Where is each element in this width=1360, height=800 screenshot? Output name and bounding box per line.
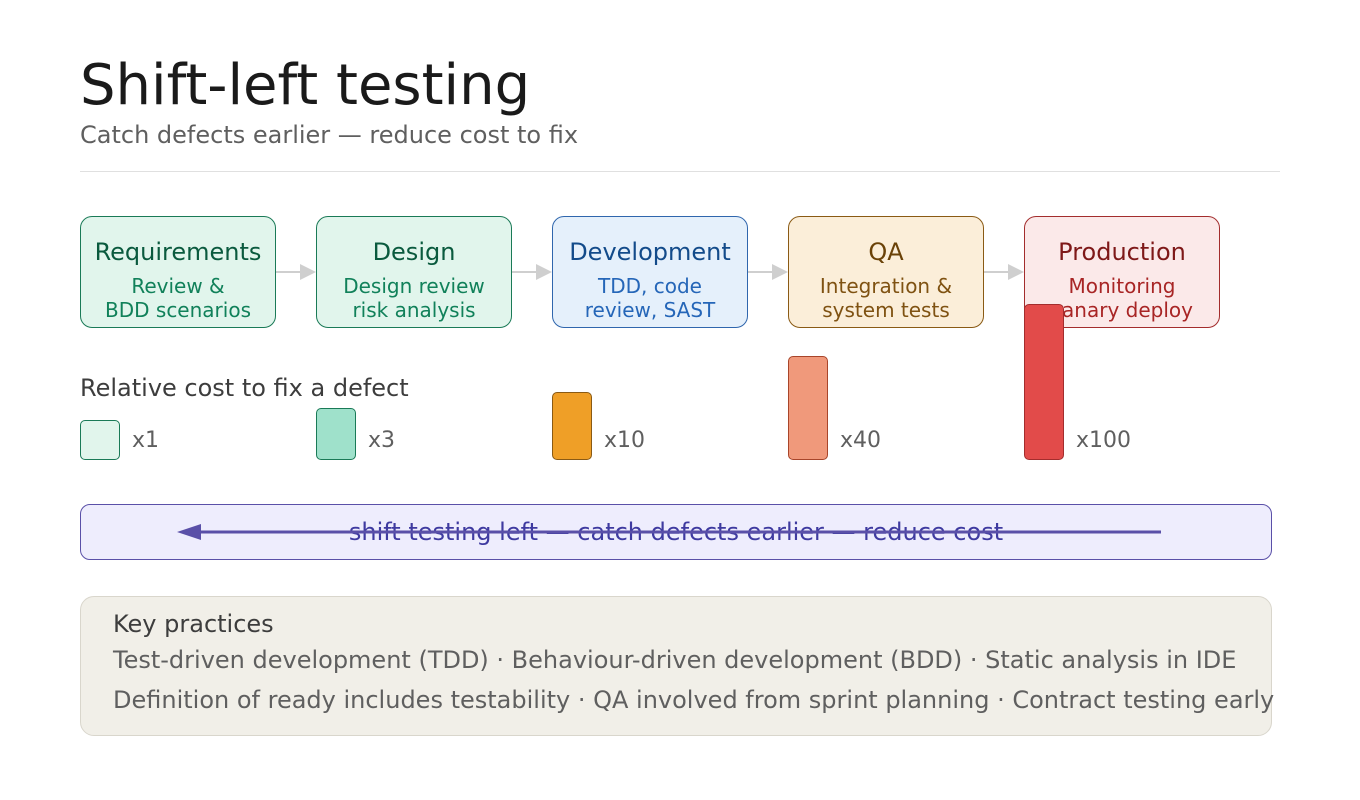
cost-bar bbox=[316, 408, 356, 460]
cost-bar bbox=[788, 356, 828, 460]
stage-description-line: TDD, code bbox=[598, 274, 702, 298]
arrow-right-icon bbox=[536, 264, 552, 280]
key-practices-title: Key practices bbox=[113, 610, 274, 638]
cost-section-label: Relative cost to fix a defect bbox=[80, 374, 409, 402]
shift-left-banner: shift testing left — catch defects earli… bbox=[80, 504, 1272, 560]
stage-description-line: system tests bbox=[822, 298, 950, 322]
stage-description-line: Integration & bbox=[819, 274, 953, 298]
cost-multiplier-label: x100 bbox=[1076, 428, 1132, 453]
stage-description-line: risk analysis bbox=[352, 298, 476, 322]
cost-multiplier-label: x3 bbox=[368, 428, 396, 453]
arrow-right-icon bbox=[772, 264, 788, 280]
stage-description: Monitoring canary deploy bbox=[1025, 274, 1219, 322]
page-title: Shift-left testing bbox=[80, 53, 531, 118]
stage-connector-line bbox=[276, 271, 300, 273]
page-subtitle: Catch defects earlier — reduce cost to f… bbox=[80, 121, 579, 149]
stage-requirements: Requirements Review & BDD scenarios bbox=[80, 216, 276, 328]
arrow-right-icon bbox=[1008, 264, 1024, 280]
cost-bar bbox=[552, 392, 592, 460]
stage-description: TDD, code review, SAST bbox=[553, 274, 747, 322]
stage-name: Requirements bbox=[94, 238, 262, 266]
stage-name: Design bbox=[372, 238, 456, 266]
key-practices-panel: Key practices Test-driven development (T… bbox=[80, 596, 1275, 736]
stage-description-line: BDD scenarios bbox=[105, 298, 251, 322]
stage-description: Integration & system tests bbox=[789, 274, 983, 322]
stage-description: Design review risk analysis bbox=[317, 274, 511, 322]
stage-name: Development bbox=[569, 238, 731, 266]
cost-multiplier-label: x1 bbox=[132, 428, 160, 453]
stage-description-line: canary deploy bbox=[1051, 298, 1193, 322]
cost-bar bbox=[1024, 304, 1064, 460]
stage-qa: QA Integration & system tests bbox=[788, 216, 984, 328]
stage-description-line: Design review bbox=[343, 274, 485, 298]
stage-connector-line bbox=[984, 271, 1008, 273]
stage-name: Production bbox=[1058, 238, 1186, 266]
key-practices-line: Test-driven development (TDD) · Behaviou… bbox=[113, 646, 1237, 674]
stage-description-line: review, SAST bbox=[584, 298, 716, 322]
cost-bar bbox=[80, 420, 120, 460]
key-practices-line: Definition of ready includes testability… bbox=[113, 686, 1275, 714]
arrow-left-icon bbox=[177, 524, 1161, 540]
header-divider bbox=[80, 171, 1280, 172]
stage-connector-line bbox=[748, 271, 772, 273]
stage-description-line: Review & bbox=[131, 274, 225, 298]
stage-description: Review & BDD scenarios bbox=[81, 274, 275, 322]
cost-multiplier-label: x40 bbox=[840, 428, 882, 453]
arrow-right-icon bbox=[300, 264, 316, 280]
stage-name: QA bbox=[868, 238, 904, 266]
stage-description-line: Monitoring bbox=[1068, 274, 1176, 298]
stage-connector-line bbox=[512, 271, 536, 273]
cost-multiplier-label: x10 bbox=[604, 428, 646, 453]
stage-development: Development TDD, code review, SAST bbox=[552, 216, 748, 328]
stage-design: Design Design review risk analysis bbox=[316, 216, 512, 328]
